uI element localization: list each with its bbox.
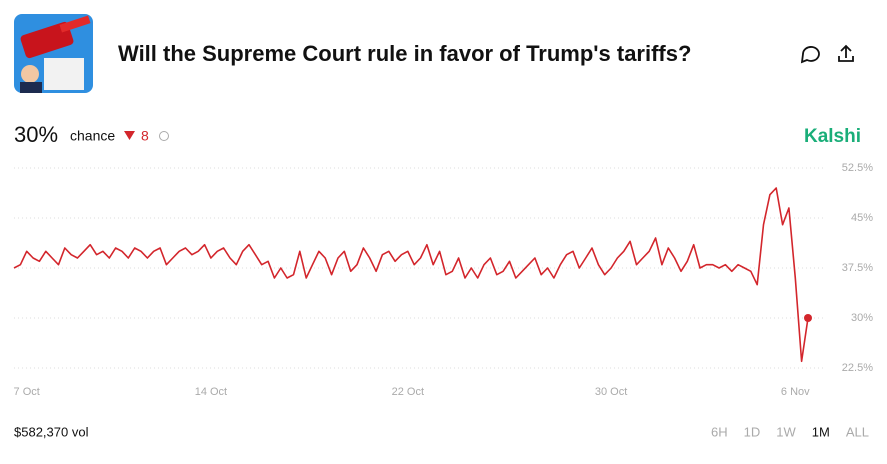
comment-button[interactable]	[800, 46, 820, 64]
range-button[interactable]: 1M	[812, 424, 830, 439]
y-tick-label: 52.5%	[842, 162, 873, 174]
y-tick-label: 45%	[851, 212, 873, 224]
range-button[interactable]: 1W	[776, 424, 796, 439]
range-button[interactable]: ALL	[846, 424, 869, 439]
range-button[interactable]: 1D	[744, 424, 761, 439]
x-tick-label: 30 Oct	[595, 386, 627, 398]
y-tick-label: 37.5%	[842, 262, 873, 274]
share-button[interactable]	[838, 44, 854, 62]
range-selector: ALL 1M 1W 1D 6H	[711, 424, 869, 439]
x-tick-label: 6 Nov	[781, 386, 810, 398]
info-icon[interactable]	[159, 131, 169, 141]
x-tick-label: 22 Oct	[392, 386, 424, 398]
chance-label: chance	[70, 128, 115, 144]
brand: Kalshi	[804, 126, 861, 147]
y-tick-label: 22.5%	[842, 362, 873, 374]
down-arrow	[124, 131, 135, 140]
volume: $582,370 vol	[14, 424, 89, 439]
x-tick-label: 14 Oct	[195, 386, 227, 398]
x-tick-label: 7 Oct	[14, 386, 40, 398]
current-point	[804, 314, 812, 322]
price-line	[13, 187, 809, 363]
range-button[interactable]: 6H	[711, 424, 728, 439]
chance-value: 30%	[14, 122, 58, 147]
market-thumbnail	[14, 14, 93, 93]
y-tick-label: 30%	[851, 312, 873, 324]
chart: 22.5% 30% 37.5% 45% 52.5% 7 Oct 14 Oct 22 Oct 30…	[14, 162, 874, 398]
change-value: 8	[141, 128, 149, 144]
market-title: Will the Supreme Court rule in favor of …	[118, 41, 691, 66]
